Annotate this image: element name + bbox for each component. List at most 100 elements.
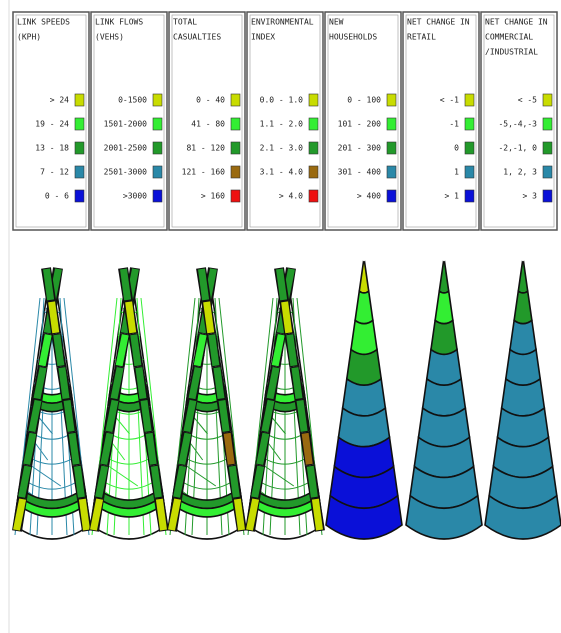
cone-band — [351, 320, 377, 354]
cone-leg — [154, 466, 158, 497]
legend-swatch — [387, 94, 396, 106]
cone-band — [514, 291, 532, 323]
cone-leg — [212, 335, 216, 366]
legend-swatch — [75, 118, 84, 130]
cone-leg — [52, 302, 56, 333]
legend-label: 121 - 160 — [182, 168, 226, 177]
cone-leg — [134, 335, 138, 366]
legend-label: 1 — [454, 168, 459, 177]
screen: LINK SPEEDS(KPH)> 2419 - 2413 - 187 - 12… — [0, 0, 561, 633]
legend-label: 101 - 200 — [338, 120, 382, 129]
legend-label: 0 - 100 — [347, 96, 381, 105]
legend-label: -5,-4,-3 — [498, 120, 537, 129]
legend-swatch — [231, 94, 240, 106]
legend-swatch — [75, 190, 84, 202]
cone-leg — [217, 368, 221, 399]
page: LINK SPEEDS(KPH)> 2419 - 2413 - 187 - 12… — [0, 0, 561, 633]
legend-swatch — [543, 190, 552, 202]
legend-swatch — [309, 94, 318, 106]
legend-title: NEW — [329, 18, 344, 27]
legend-swatch — [75, 142, 84, 154]
legend-swatch — [75, 166, 84, 178]
legend-label: > 160 — [201, 192, 225, 201]
legend-label: 81 - 120 — [186, 144, 225, 153]
cone-leg — [237, 499, 241, 530]
cone-band — [427, 350, 461, 386]
cone-leg — [300, 401, 304, 432]
legend-label: 2501-3000 — [104, 168, 148, 177]
legend-swatch — [543, 166, 552, 178]
cone-leg — [207, 302, 211, 333]
cone-leg — [47, 269, 51, 300]
legend-title: HOUSEHOLDS — [329, 33, 377, 42]
cone-leg — [315, 499, 319, 530]
cone-leg — [227, 433, 231, 464]
legend-title: NET CHANGE IN — [485, 18, 548, 27]
cone-leg — [232, 466, 236, 497]
legend-label: < -5 — [518, 96, 537, 105]
cone-band — [502, 379, 545, 416]
legend-label: 1.1 - 2.0 — [260, 120, 304, 129]
legend-label: >3000 — [123, 192, 147, 201]
legend-swatch — [465, 142, 474, 154]
cone-leg — [222, 401, 226, 432]
legend-title: ENVIRONMENTAL — [251, 18, 314, 27]
legend-title: RETAIL — [407, 33, 436, 42]
legend-title: INDEX — [251, 33, 275, 42]
cone-leg — [57, 335, 61, 366]
cone-leg — [62, 368, 66, 399]
legend-label: 3.1 - 4.0 — [260, 168, 304, 177]
legend-title: TOTAL — [173, 18, 197, 27]
cone-leg — [129, 302, 133, 333]
legend-title: /INDUSTRIAL — [485, 48, 538, 57]
cone-band — [355, 291, 373, 323]
legend-label: 2001-2500 — [104, 144, 148, 153]
legend-label: > 3 — [523, 192, 538, 201]
cone-leg — [305, 433, 309, 464]
cone-leg — [77, 466, 81, 497]
legend-label: 41 - 80 — [191, 120, 225, 129]
legend-title: COMMERCIAL — [485, 33, 533, 42]
legend-label: 201 - 300 — [338, 144, 382, 153]
cone-leg — [280, 269, 284, 300]
legend-swatch — [309, 142, 318, 154]
legend-swatch — [387, 190, 396, 202]
legend-swatch — [153, 142, 162, 154]
cone-leg — [139, 368, 143, 399]
legend-swatch — [543, 94, 552, 106]
legend-swatch — [543, 118, 552, 130]
legend-swatch — [543, 142, 552, 154]
legend-label: 13 - 18 — [35, 144, 69, 153]
legend-swatch — [309, 118, 318, 130]
cone-band — [423, 379, 466, 416]
legend-title: (VEHS) — [95, 33, 124, 42]
legend-swatch — [309, 166, 318, 178]
cone-band — [506, 350, 540, 386]
legend-label: 1501-2000 — [104, 120, 148, 129]
cone-band — [435, 291, 453, 323]
cone-leg — [310, 466, 314, 497]
legend-label: > 400 — [357, 192, 381, 201]
cone-band — [431, 320, 457, 354]
legend-title: LINK FLOWS — [95, 18, 143, 27]
legend-label: 1, 2, 3 — [503, 168, 537, 177]
legend-swatch — [309, 190, 318, 202]
legend-swatch — [153, 166, 162, 178]
legend-swatch — [387, 142, 396, 154]
legend-swatch — [465, 94, 474, 106]
legend-label: > 4.0 — [279, 192, 303, 201]
legend-label: 0-1500 — [118, 96, 147, 105]
legend-label: 0 — [454, 144, 459, 153]
legend-label: 301 - 400 — [338, 168, 382, 177]
legend-swatch — [231, 142, 240, 154]
legend-swatch — [231, 166, 240, 178]
legend-label: 0 - 6 — [45, 192, 69, 201]
legend-swatch — [387, 118, 396, 130]
cone-leg — [124, 269, 128, 300]
legend-label: > 24 — [50, 96, 69, 105]
legend-swatch — [153, 118, 162, 130]
legend-label: > 1 — [445, 192, 460, 201]
legend-title: CASUALTIES — [173, 33, 221, 42]
cone-leg — [295, 368, 299, 399]
legend-label: 7 - 12 — [40, 168, 69, 177]
